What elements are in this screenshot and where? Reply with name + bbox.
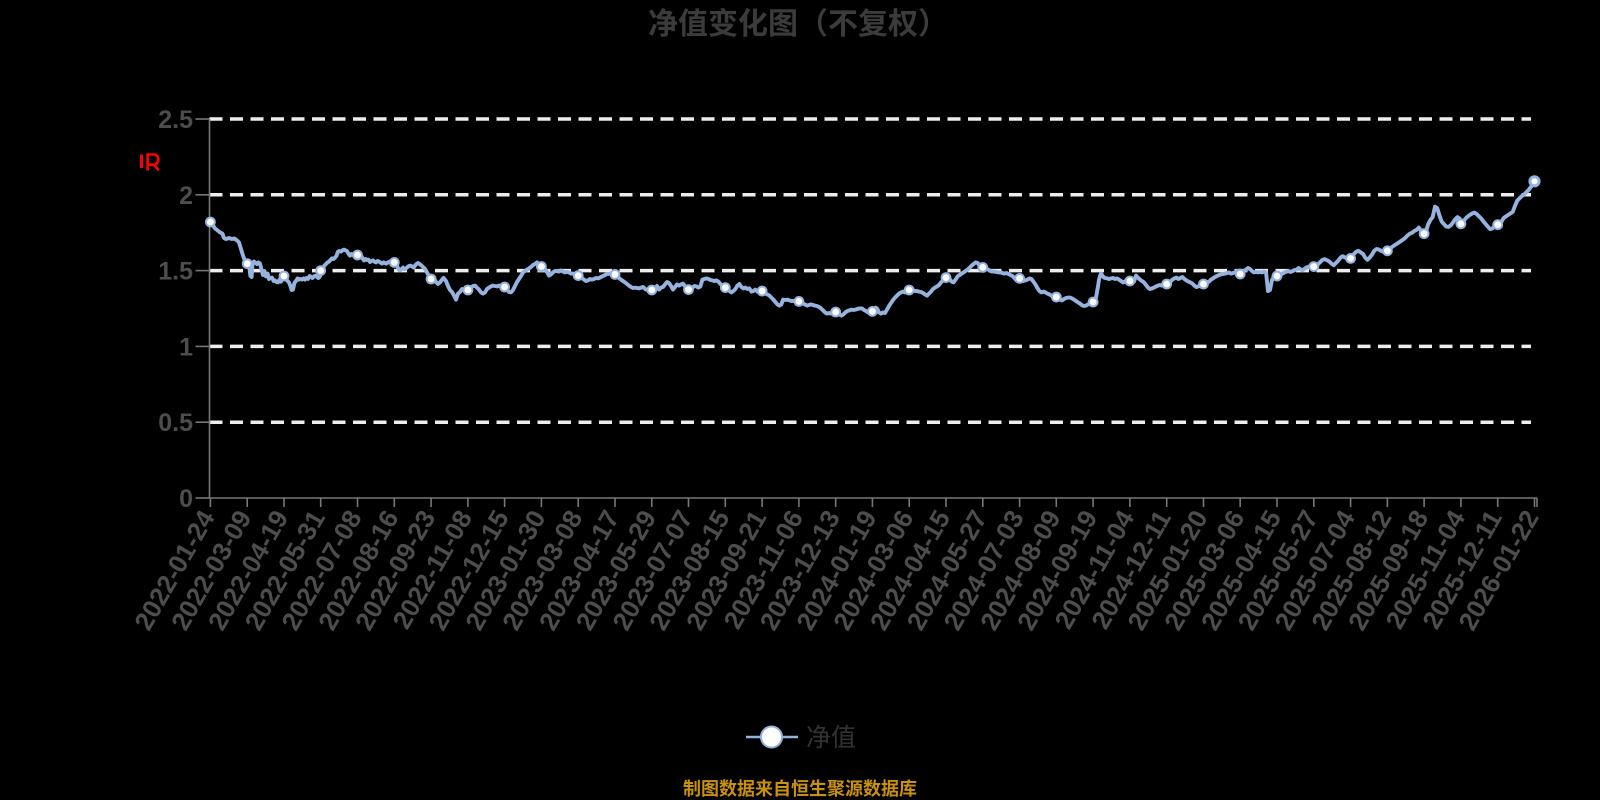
svg-text:制图数据来自恒生聚源数据库: 制图数据来自恒生聚源数据库 [683,775,917,800]
svg-text:1.5: 1.5 [158,258,193,286]
svg-text:1: 1 [179,333,193,361]
svg-text:2: 2 [179,182,193,210]
svg-text:0: 0 [179,485,193,513]
svg-text:净值: 净值 [806,718,856,754]
svg-text:0.5: 0.5 [158,409,193,437]
svg-text:2.5: 2.5 [158,106,193,134]
svg-text:净值变化图（不复权）: 净值变化图（不复权） [648,0,948,43]
